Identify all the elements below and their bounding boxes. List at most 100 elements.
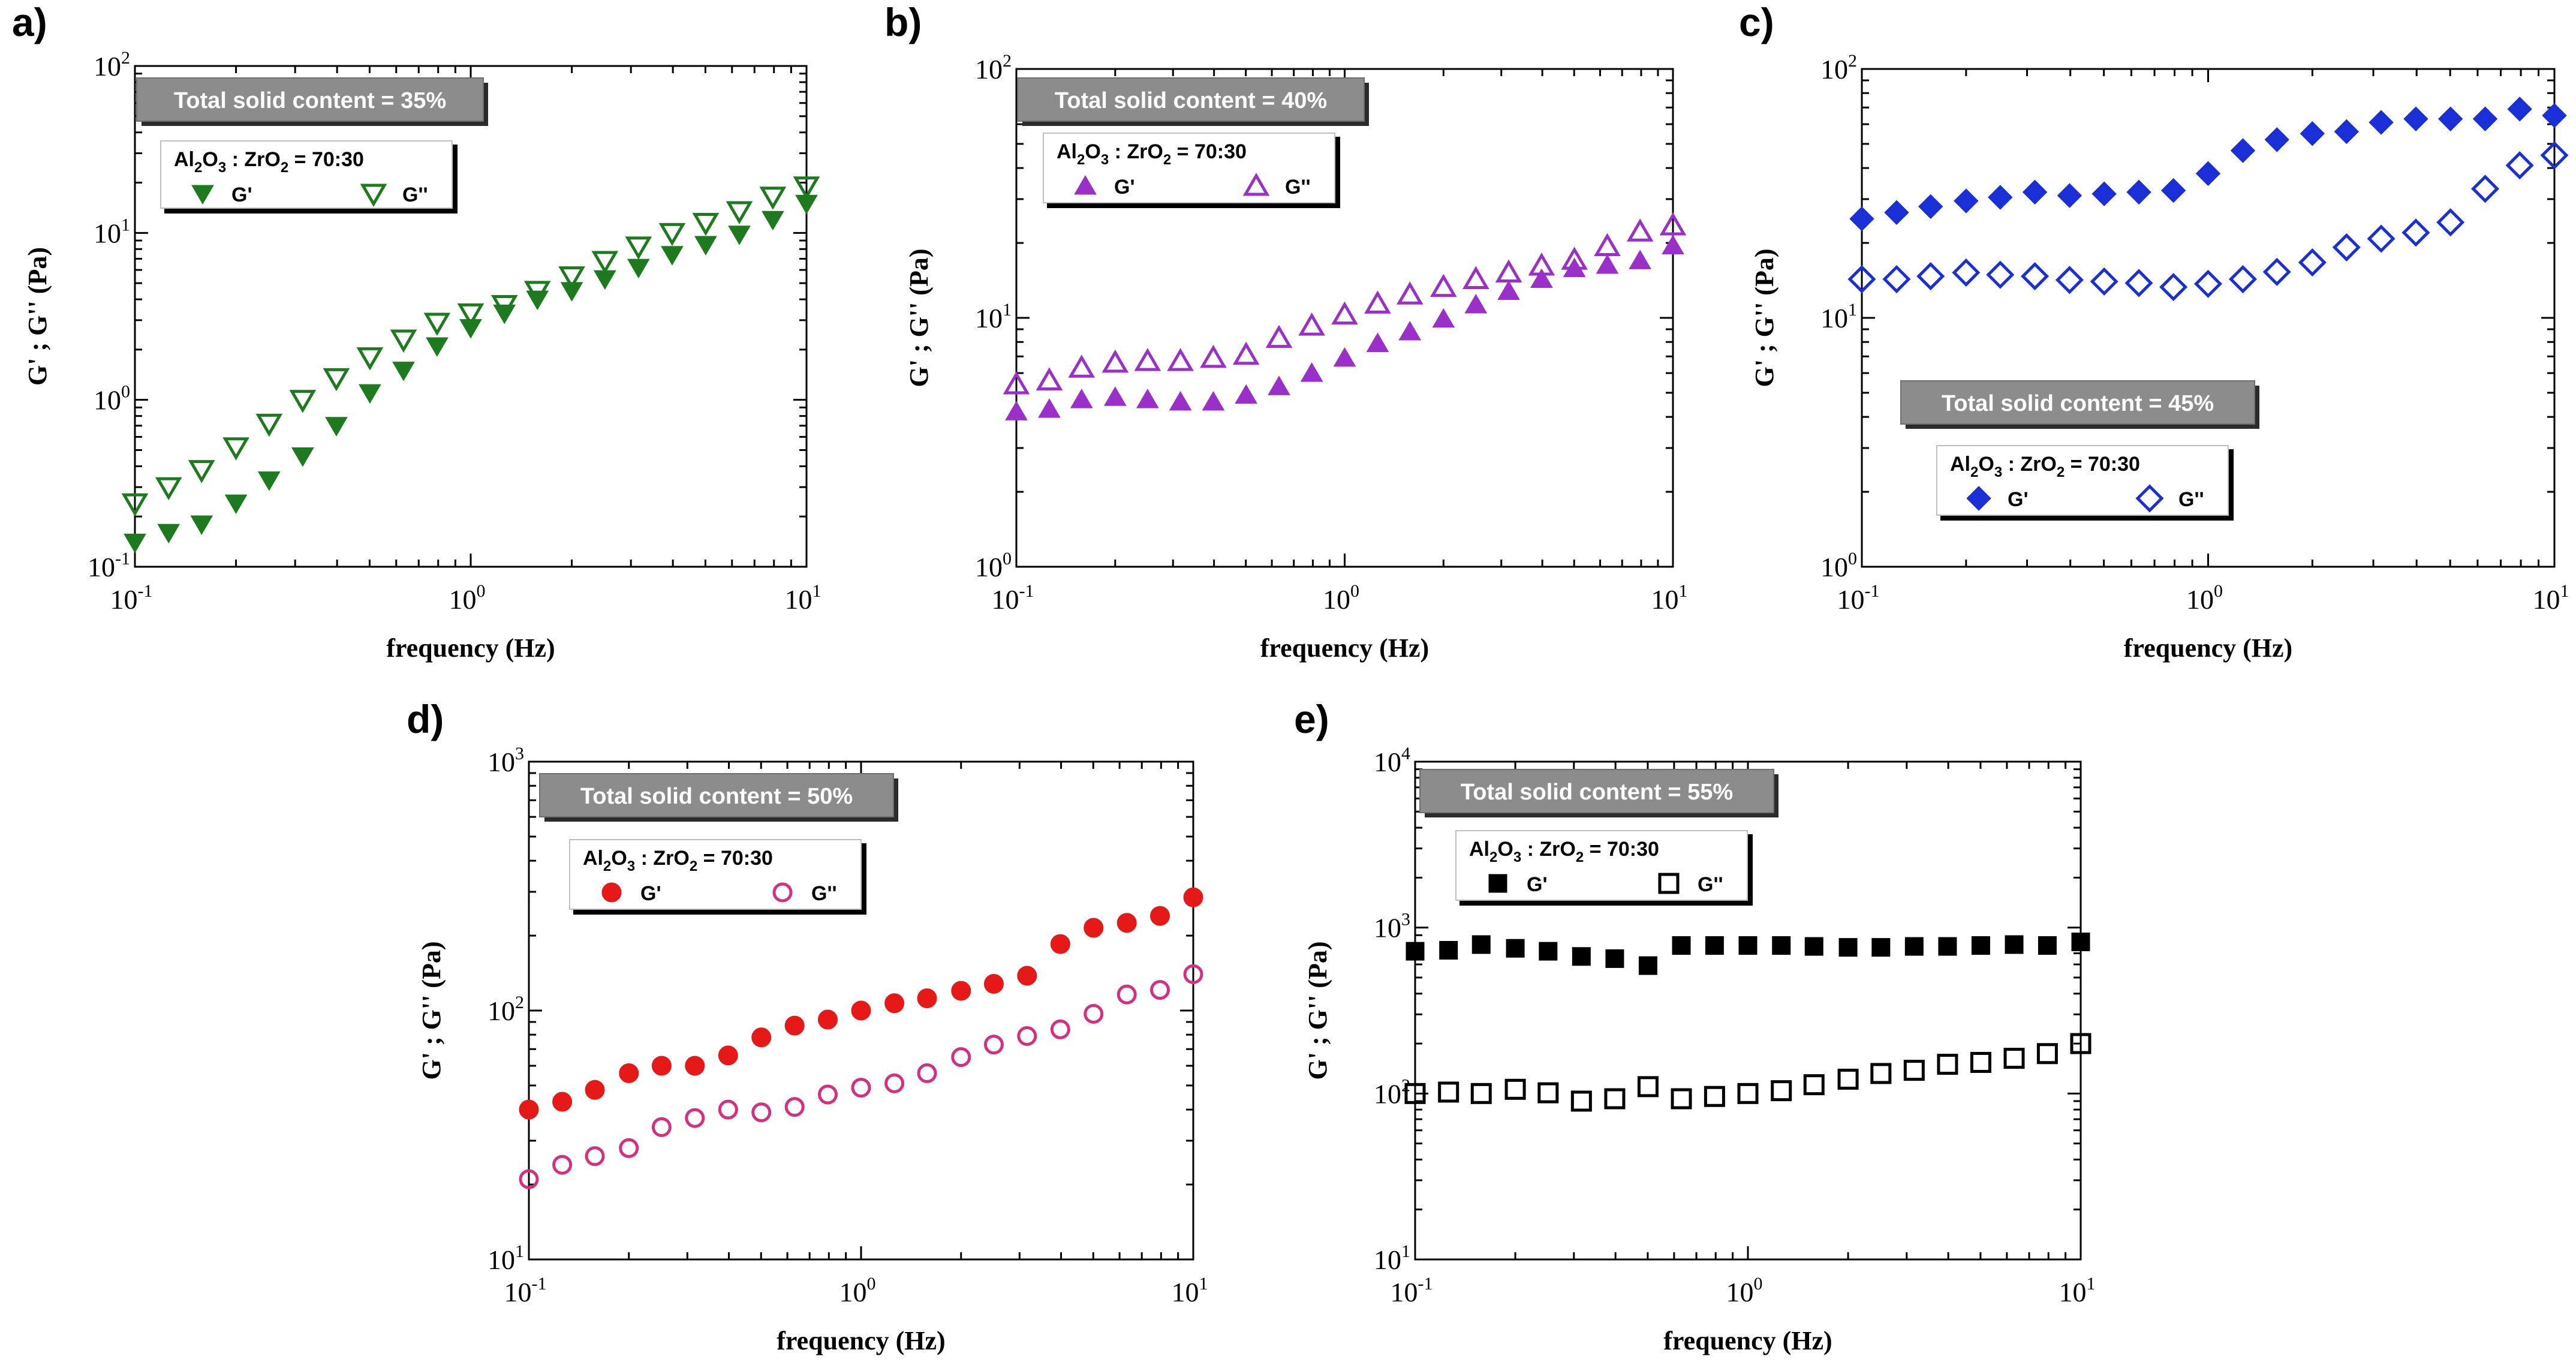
data-point (2540, 141, 2569, 170)
data-point (2262, 257, 2291, 286)
data-point (1530, 268, 1553, 288)
y-tick-label: 101 (94, 215, 130, 248)
series-storage-modulus (1005, 234, 1684, 420)
data-point (1202, 390, 1225, 411)
data-point (751, 1027, 772, 1048)
legend-marker (1488, 874, 1507, 893)
data-point (784, 1015, 805, 1036)
data-point (2092, 181, 2117, 206)
data-point (591, 251, 619, 274)
data-point (651, 1056, 672, 1076)
data-point (1430, 273, 1457, 297)
data-point (1903, 1060, 1925, 1081)
data-point (190, 515, 213, 535)
data-point (585, 1080, 605, 1100)
panel-label: b) (884, 0, 922, 44)
data-point (1952, 258, 1981, 287)
x-tick-label: 100 (839, 1274, 876, 1307)
data-point (1017, 966, 1037, 986)
data-point (1406, 942, 1425, 961)
legend-label: G'' (2178, 488, 2204, 511)
data-point (323, 368, 350, 392)
x-tick-label: 101 (785, 581, 821, 615)
data-point (392, 362, 415, 381)
data-point (1150, 980, 1170, 1000)
data-point (718, 1099, 738, 1120)
data-point (552, 1154, 573, 1175)
legend-marker (1242, 173, 1270, 196)
data-point (222, 437, 249, 461)
series-loss-modulus (1404, 1033, 2092, 1112)
x-tick-label: 100 (1726, 1274, 1763, 1307)
data-point (1038, 398, 1061, 418)
data-point (951, 981, 971, 1001)
data-point (585, 1146, 605, 1166)
data-point (1084, 1003, 1104, 1024)
data-point (917, 1063, 937, 1084)
data-point (1870, 1063, 1892, 1084)
data-point (1504, 1078, 1526, 1100)
y-tick-label: 104 (1374, 744, 1410, 777)
data-point (2160, 178, 2186, 203)
y-axis-label: G' ; G'' (Pa) (417, 942, 446, 1080)
data-point (1464, 293, 1488, 314)
data-point (851, 1078, 871, 1098)
y-tick-label: 103 (1374, 910, 1410, 943)
data-point (490, 295, 518, 318)
y-axis-label: G' ; G'' (Pa) (1303, 942, 1332, 1080)
data-point (188, 460, 215, 483)
data-point (2022, 179, 2048, 205)
data-point (558, 266, 585, 290)
data-point (1183, 887, 1203, 907)
panel-label: a) (12, 0, 47, 44)
legend-marker (1658, 873, 1680, 894)
series-storage-modulus (124, 194, 818, 554)
y-tick-label: 100 (975, 549, 1012, 582)
data-point (1470, 1083, 1492, 1104)
data-point (1637, 1076, 1659, 1098)
data-point (1605, 949, 1624, 968)
data-point (157, 524, 180, 544)
legend-label: G' (2008, 488, 2029, 511)
legend-marker (1074, 175, 1097, 195)
data-point (1596, 254, 1619, 274)
data-point (2298, 248, 2327, 277)
data-point (1003, 371, 1030, 395)
data-point (1331, 301, 1358, 325)
title-box-text: Total solid content = 35% (174, 88, 446, 113)
data-point (818, 1084, 838, 1105)
series-storage-modulus (519, 887, 1203, 1120)
data-point (1659, 212, 1687, 236)
data-point (2193, 269, 2223, 298)
data-point (2126, 179, 2151, 205)
data-point (2124, 269, 2153, 297)
x-tick-label: 10-1 (1837, 581, 1880, 615)
y-tick-label: 103 (487, 744, 524, 777)
data-point (1232, 341, 1260, 365)
legend-label: G'' (1698, 873, 1723, 896)
data-point (2070, 1033, 2092, 1054)
title-box (136, 77, 484, 122)
data-point (1396, 281, 1424, 305)
data-point (2005, 935, 2024, 954)
data-point (1937, 1054, 1958, 1075)
title-box (1017, 77, 1365, 122)
data-point (1268, 375, 1290, 395)
legend-label: G'' (402, 184, 428, 206)
data-point (2505, 151, 2534, 180)
data-point (1537, 1082, 1559, 1104)
data-point (1938, 937, 1957, 956)
data-point (459, 319, 482, 339)
data-point (1804, 937, 1823, 956)
data-point (1772, 936, 1791, 955)
y-tick-label: 101 (1374, 1241, 1410, 1275)
data-point (685, 1108, 705, 1128)
data-point (1036, 367, 1063, 391)
data-point (1366, 332, 1389, 352)
panel-label: d) (407, 697, 444, 741)
data-point (255, 413, 283, 437)
data-point (257, 471, 281, 491)
data-point (1169, 390, 1192, 411)
data-point (759, 187, 787, 210)
